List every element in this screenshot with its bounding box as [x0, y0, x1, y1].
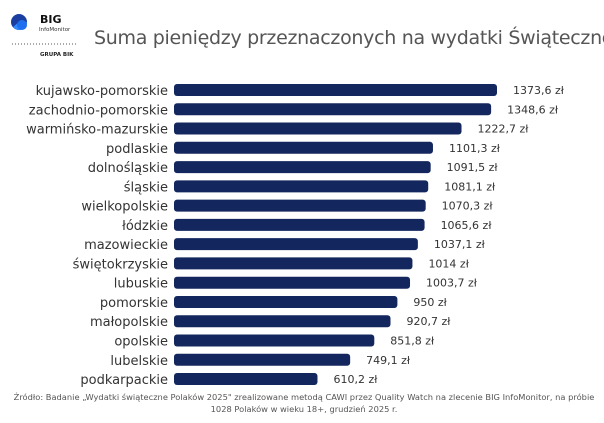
category-label: śląskie: [124, 180, 168, 195]
bar: [174, 141, 433, 154]
category-label: opolskie: [114, 335, 168, 350]
category-label: małopolskie: [90, 315, 168, 330]
bar: [174, 161, 431, 174]
bar: [174, 257, 413, 270]
chart-title: Suma pieniędzy przeznaczonych na wydatki…: [94, 27, 604, 49]
value-label: 851,8 zł: [390, 335, 435, 348]
value-label: 1003,7 zł: [426, 277, 478, 290]
bar: [174, 276, 411, 289]
category-label: podlaskie: [106, 142, 168, 157]
bar: [174, 238, 418, 251]
value-label: 1373,6 zł: [513, 84, 565, 97]
svg-text:InfoMonitor: InfoMonitor: [39, 27, 71, 33]
category-label: dolnośląskie: [88, 161, 168, 176]
category-label: warmińsko-mazurskie: [26, 123, 168, 138]
value-label: 1101,3 zł: [449, 142, 501, 155]
category-label: łódzkie: [122, 219, 168, 234]
value-label: 1014 zł: [428, 257, 469, 270]
category-label: lubelskie: [110, 354, 168, 369]
bar: [174, 334, 375, 347]
svg-text:GRUPA BIK: GRUPA BIK: [40, 52, 74, 58]
bar: [174, 199, 426, 212]
value-label: 1348,6 zł: [507, 103, 559, 116]
bar: [174, 218, 425, 231]
category-label: mazowieckie: [84, 238, 168, 253]
value-label: 920,7 zł: [407, 315, 452, 328]
value-label: 1070,3 zł: [442, 200, 494, 213]
category-label: świętokrzyskie: [73, 257, 168, 272]
bar: [174, 353, 351, 366]
bar: [174, 103, 492, 116]
value-label: 1222,7 zł: [478, 123, 530, 136]
bar: [174, 295, 398, 308]
value-label: 1065,6 zł: [441, 219, 493, 232]
bar: [174, 122, 462, 135]
value-label: 1091,5 zł: [447, 161, 499, 174]
category-label: lubuskie: [114, 277, 168, 292]
category-label: wielkopolskie: [81, 200, 168, 215]
bar: [174, 373, 318, 386]
bar: [174, 315, 391, 328]
big-infomonitor-logo: BIG InfoMonitor GRUPA BIK: [10, 12, 80, 62]
bar: [174, 84, 497, 96]
source-note: Źródło: Badanie „Wydatki świąteczne Pola…: [13, 392, 595, 414]
bar-chart: kujawsko-pomorskie 1373,6 zł zachodnio-pom…: [26, 84, 565, 388]
value-label: 1037,1 zł: [434, 238, 486, 251]
bar: [174, 180, 429, 193]
svg-text:BIG: BIG: [40, 13, 62, 26]
category-label: kujawsko-pomorskie: [36, 84, 168, 99]
value-label: 950 zł: [413, 296, 447, 309]
value-label: 749,1 zł: [366, 354, 411, 367]
value-label: 610,2 zł: [333, 373, 378, 386]
value-label: 1081,1 zł: [444, 180, 496, 193]
category-label: podkarpackie: [80, 373, 168, 388]
category-label: zachodnio-pomorskie: [29, 103, 168, 118]
category-label: pomorskie: [100, 296, 168, 311]
